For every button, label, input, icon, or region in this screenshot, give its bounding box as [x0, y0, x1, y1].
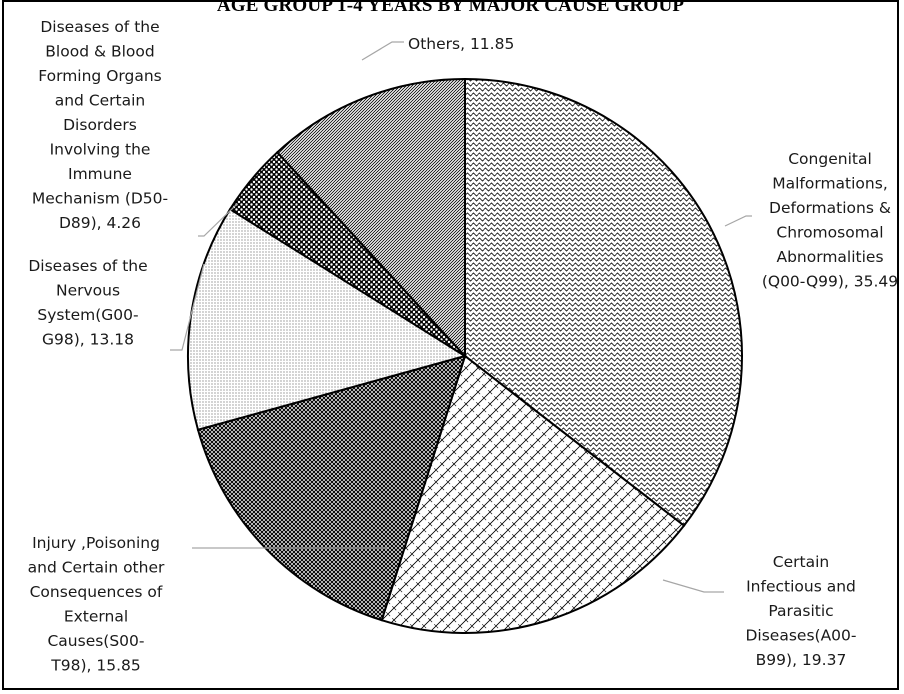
- pie-slice: [275, 77, 466, 359]
- pie-slice: [380, 354, 686, 634]
- chart-title: AGE GROUP 1-4 YEARS BY MAJOR CAUSE GROUP: [216, 0, 685, 16]
- slice-label-line: G98), 13.18: [42, 331, 134, 349]
- slice-label-line: Mechanism (D50-: [32, 190, 168, 208]
- slice-label-line: B99), 19.37: [756, 651, 847, 669]
- leader-line: [198, 203, 238, 237]
- slice-label-line: System(G00-: [37, 306, 138, 324]
- slice-label-line: and Certain other: [28, 559, 165, 577]
- slice-label-line: Deformations &: [769, 199, 891, 217]
- slice-label-line: Diseases of the: [28, 257, 147, 275]
- pie-slice: [464, 77, 743, 528]
- leader-line: [662, 579, 724, 593]
- slice-label-line: and Certain: [55, 92, 146, 110]
- slice-label-line: Involving the: [50, 141, 151, 159]
- slice-label-line: Certain: [773, 553, 829, 571]
- slice-label-line: Congenital: [788, 150, 872, 168]
- slice-label: Congenital Malformations, Deformations & Ch…: [762, 150, 898, 291]
- slice-label-line: Others, 11.85: [408, 35, 514, 53]
- slice-label-line: Consequences of: [30, 583, 163, 601]
- slice-label-line: Immune: [68, 165, 132, 183]
- slice-label: Injury ,Poisoning and Certain other Conseq…: [28, 534, 165, 675]
- slice-label-line: Injury ,Poisoning: [32, 534, 160, 552]
- slice-label-line: Nervous: [56, 282, 120, 300]
- slice-label: Certain Infectious and Parasitic Diseases(A…: [745, 553, 856, 669]
- slice-label-line: Malformations,: [772, 175, 888, 193]
- slice-label-line: (Q00-Q99), 35.49: [762, 273, 898, 291]
- slice-label-line: Blood & Blood: [45, 43, 154, 61]
- slice-label-line: Chromosomal: [776, 224, 883, 242]
- slice-label-line: T98), 15.85: [50, 657, 140, 675]
- slice-label: Diseases of the Blood & Blood Forming Orga…: [32, 18, 168, 232]
- slice-label-line: Parasitic: [768, 602, 833, 620]
- slice-label-line: Causes(S00-: [47, 632, 144, 650]
- slice-label-line: D89), 4.26: [59, 214, 141, 232]
- leader-line: [361, 41, 404, 61]
- slice-label-line: Abnormalities: [776, 248, 883, 266]
- slice-label: Diseases of the Nervous System(G00- G98), 1…: [28, 257, 147, 349]
- pie-chart: Congenital Malformations, Deformations & Ch…: [28, 18, 898, 675]
- slice-label-line: Diseases(A00-: [745, 627, 856, 645]
- slice-label-line: Forming Organs: [38, 67, 161, 85]
- slice-label-line: Diseases of the: [40, 18, 159, 36]
- slice-label: Others, 11.85: [408, 35, 514, 53]
- slice-label-line: Infectious and: [746, 578, 856, 596]
- leader-line: [724, 215, 752, 227]
- slice-label-line: External: [64, 608, 128, 626]
- leader-line: [170, 263, 205, 351]
- slice-label-line: Disorders: [63, 116, 137, 134]
